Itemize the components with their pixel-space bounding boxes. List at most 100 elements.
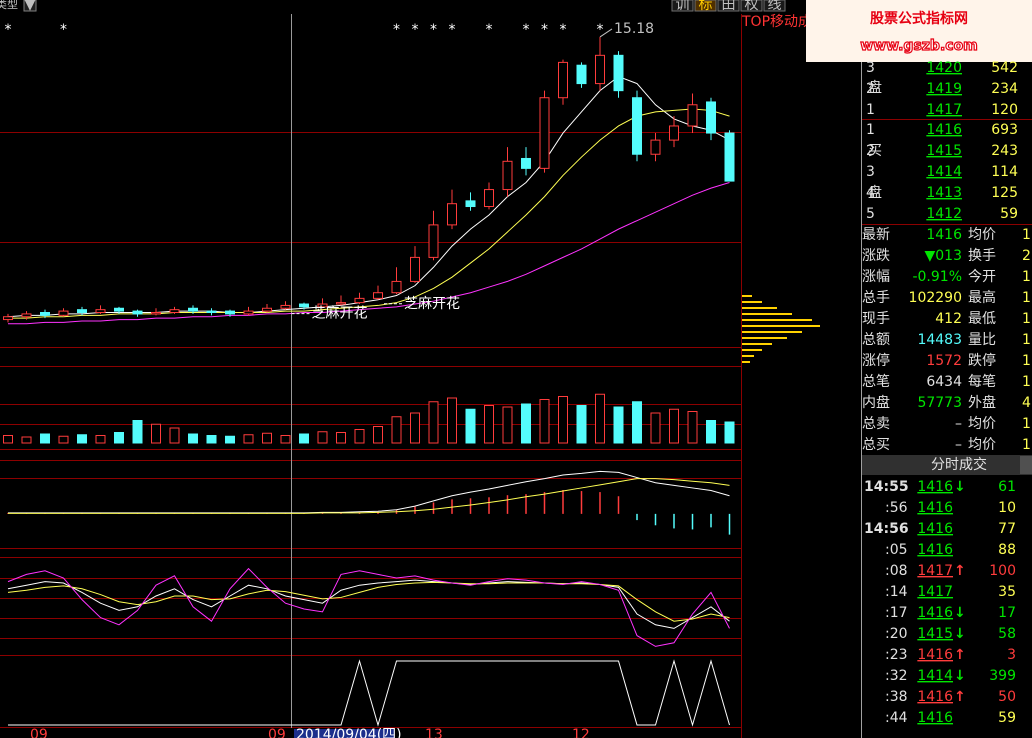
volume-bar bbox=[169, 427, 180, 444]
candle-body bbox=[669, 125, 679, 141]
stat-label: 涨跌 bbox=[862, 248, 890, 264]
candle-body bbox=[243, 310, 254, 315]
stat-value: 6434 bbox=[926, 374, 962, 390]
candle-body bbox=[354, 297, 365, 304]
toolbar-button-label[interactable]: 训 bbox=[676, 0, 690, 13]
volume-bar bbox=[502, 406, 513, 444]
stat-label: 总手 bbox=[862, 290, 890, 306]
candle-body bbox=[169, 309, 180, 314]
stat-value: 1572 bbox=[926, 353, 962, 369]
signal-star: * bbox=[412, 22, 419, 38]
ma-line bbox=[8, 182, 730, 325]
level: 2 bbox=[866, 143, 875, 159]
stat-value: 57773 bbox=[917, 395, 962, 411]
candle-body bbox=[336, 302, 346, 305]
candle-body bbox=[428, 224, 439, 258]
dropdown-arrow[interactable]: ▼ bbox=[25, 0, 36, 13]
trade-price: 1415 bbox=[917, 626, 953, 642]
level: 2 bbox=[866, 81, 875, 97]
date-label: 12 bbox=[572, 727, 590, 738]
toolbar-button[interactable] bbox=[763, 0, 786, 12]
volume-bar bbox=[132, 420, 143, 444]
trade-time: :14 bbox=[885, 584, 908, 600]
volume-bar bbox=[262, 432, 272, 444]
toolbar-button-label[interactable]: 权 bbox=[745, 0, 759, 13]
stat-label: 每笔 bbox=[968, 374, 996, 390]
watermark-url: www.gszb.com bbox=[860, 38, 978, 54]
level: 1 bbox=[866, 122, 875, 138]
volume-bar bbox=[206, 435, 217, 444]
toolbar-button[interactable] bbox=[717, 0, 740, 12]
stat-label: 总卖 bbox=[862, 416, 890, 432]
candle-body bbox=[225, 310, 235, 315]
level: 5 bbox=[866, 206, 875, 222]
candle-body bbox=[558, 61, 568, 99]
trade-time: :05 bbox=[885, 542, 908, 558]
toolbar-button-label[interactable]: 线 bbox=[768, 0, 782, 13]
volume-bar bbox=[595, 393, 605, 444]
candle-body bbox=[410, 256, 420, 282]
trade-time: :44 bbox=[885, 710, 908, 726]
trade-arrow: ↓ bbox=[954, 605, 966, 621]
volume: 693 bbox=[991, 122, 1018, 138]
date-label: 2014/09/04(四) bbox=[296, 727, 402, 738]
trade-volume: 3 bbox=[1007, 647, 1016, 663]
candle-body bbox=[595, 54, 605, 85]
volume-bar bbox=[77, 434, 87, 444]
candle-body bbox=[373, 292, 383, 299]
volume-bar bbox=[410, 412, 420, 444]
stat-value: 1416 bbox=[926, 227, 962, 243]
trade-volume: 88 bbox=[998, 542, 1016, 558]
kdj-line bbox=[7, 567, 730, 647]
trade-price: 1416 bbox=[917, 500, 953, 516]
trades-header-bg bbox=[862, 455, 1032, 475]
volume-bar bbox=[632, 401, 642, 444]
trades-header: 分时成交 bbox=[931, 456, 987, 473]
volume-bar bbox=[114, 432, 124, 444]
candle-body bbox=[299, 303, 309, 308]
candle-body bbox=[151, 312, 161, 315]
trade-time: :17 bbox=[885, 605, 908, 621]
trades-scroll[interactable] bbox=[1020, 456, 1032, 474]
toolbar-button[interactable] bbox=[740, 0, 763, 12]
candle-body bbox=[502, 160, 513, 191]
stat-value: 2. bbox=[1022, 248, 1032, 264]
stat-label: 总买 bbox=[862, 437, 890, 453]
signal-star: * bbox=[60, 22, 67, 38]
stat-value: 4 bbox=[1022, 395, 1031, 411]
level: 1 bbox=[866, 102, 875, 118]
stat-value: – bbox=[955, 416, 962, 432]
candle-body bbox=[40, 312, 50, 316]
candle-body bbox=[539, 97, 550, 169]
trade-volume: 35 bbox=[998, 584, 1016, 600]
stat-label: 涨停 bbox=[862, 352, 890, 369]
volume-bar bbox=[521, 403, 531, 444]
signal-star: * bbox=[597, 22, 604, 38]
trade-volume: 61 bbox=[998, 479, 1016, 495]
candle-body bbox=[58, 310, 69, 316]
toolbar-button[interactable] bbox=[671, 0, 694, 12]
stat-value: -0.91% bbox=[912, 269, 962, 285]
dropdown-box[interactable] bbox=[23, 0, 37, 12]
stat-label: 外盘 bbox=[968, 394, 996, 411]
signal-star: * bbox=[486, 22, 493, 38]
volume-bar bbox=[151, 423, 161, 444]
stat-value: 1 bbox=[1022, 353, 1031, 369]
toolbar-button-label[interactable]: 标 bbox=[699, 0, 713, 13]
stat-value: 412 bbox=[935, 311, 962, 327]
volume: 59 bbox=[1000, 206, 1018, 222]
candle-body bbox=[317, 303, 328, 308]
toolbar-button-label[interactable]: 田 bbox=[722, 0, 736, 13]
trade-arrow: ↓ bbox=[954, 479, 966, 495]
book-label: 买 bbox=[868, 143, 882, 159]
volume-bar bbox=[336, 432, 346, 444]
stat-value: ▼013 bbox=[925, 248, 963, 264]
volume-bar bbox=[447, 397, 457, 444]
stat-label: 换手 bbox=[968, 247, 996, 264]
toolbar: 训标田权线 bbox=[671, 0, 786, 13]
toolbar-button[interactable] bbox=[694, 0, 717, 12]
trade-time: 14:55 bbox=[864, 479, 909, 495]
annotation: 芝麻开花 bbox=[312, 306, 368, 322]
